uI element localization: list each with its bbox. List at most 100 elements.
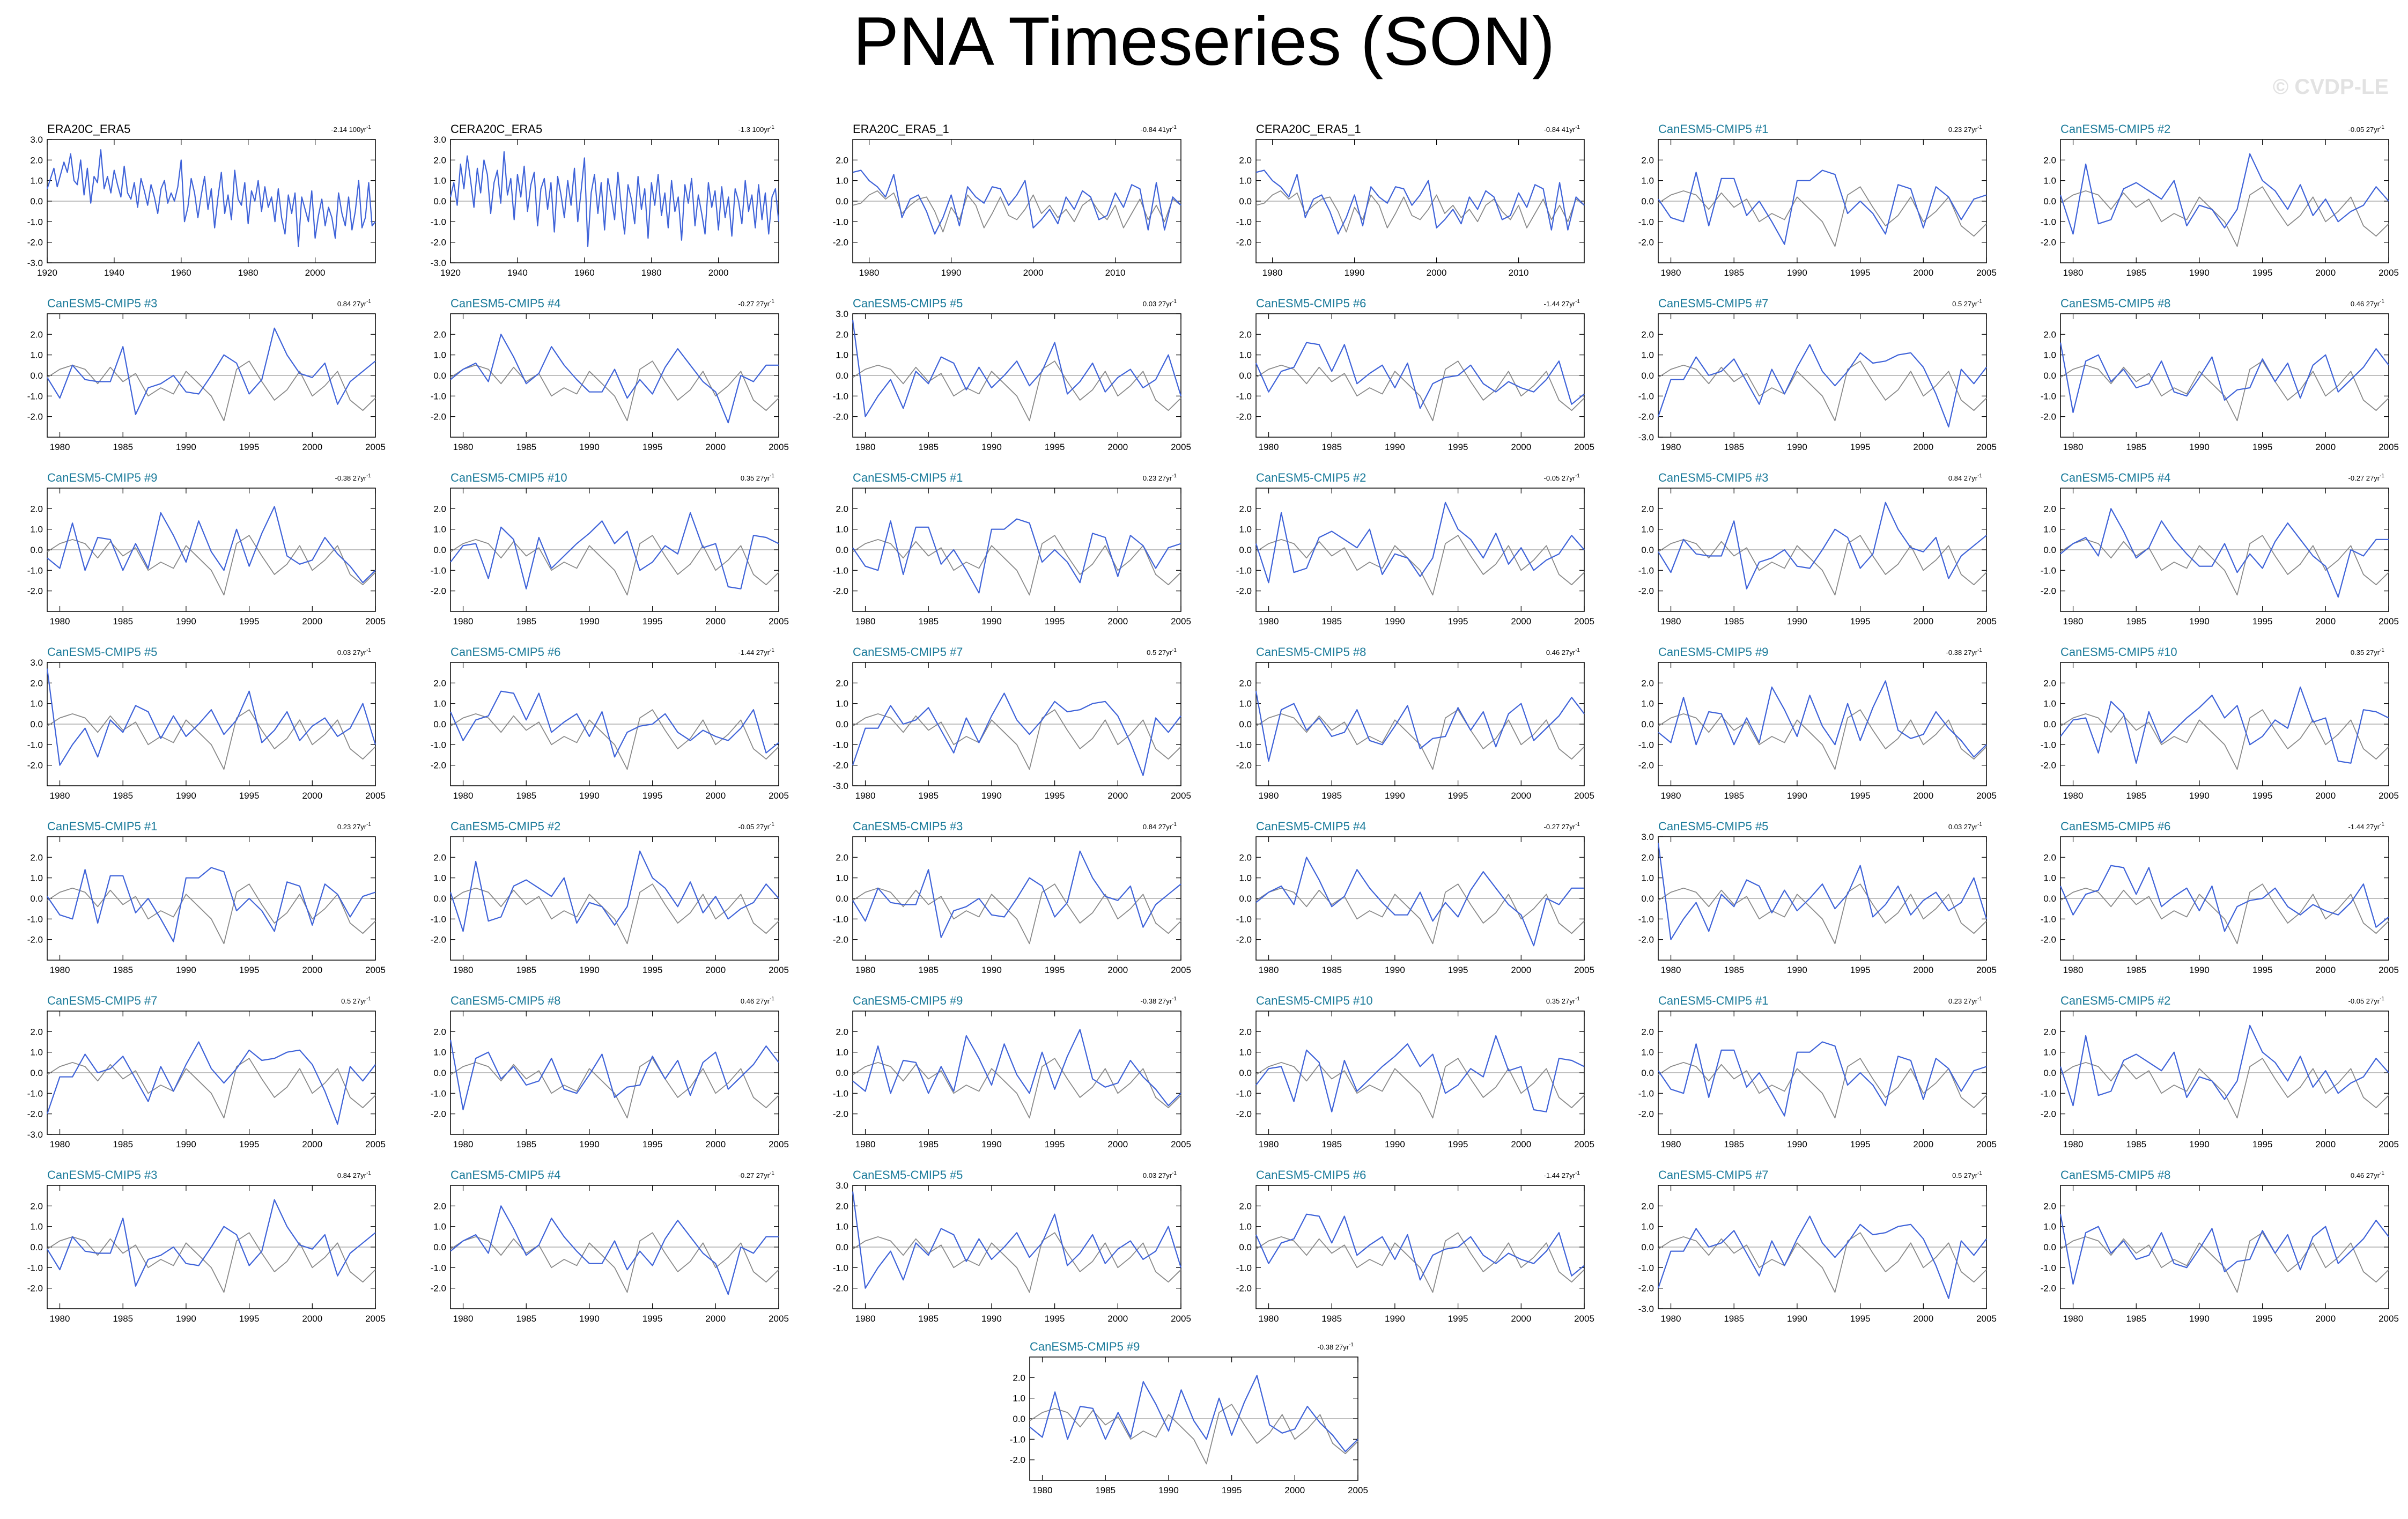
y-tick-label: 2.0 (836, 155, 848, 165)
x-tick-label: 1995 (239, 1314, 260, 1324)
x-tick-label: 1990 (579, 1314, 600, 1324)
y-tick-label: -1.0 (833, 217, 848, 227)
x-tick-label: 2000 (1107, 616, 1128, 626)
x-tick-label: 2005 (1171, 442, 1191, 452)
trend-label: -0.05 27yr-1 (2348, 124, 2385, 134)
y-tick-label: -3.0 (27, 1130, 43, 1140)
x-tick-label: 1985 (918, 965, 939, 975)
y-tick-label: 0.0 (1013, 1414, 1025, 1424)
panel-title: CanESM5-CMIP5 #4 (450, 297, 560, 310)
y-tick-label: 0.0 (2043, 894, 2056, 904)
panel-title: CanESM5-CMIP5 #9 (1658, 645, 1768, 659)
panel-31: CanESM5-CMIP5 #7 0.5 27yr-1 2.0 1.0 0.0 -1.0 -… (27, 994, 386, 1149)
panel-title: CanESM5-CMIP5 #5 (47, 645, 157, 659)
y-tick-label: 1.0 (836, 525, 848, 535)
series-line (2060, 686, 2389, 764)
x-tick-label: 1980 (855, 791, 876, 801)
y-tick-label: 3.0 (836, 309, 848, 319)
y-tick-label: -1.0 (27, 1263, 43, 1273)
panel-title: CanESM5-CMIP5 #5 (1658, 820, 1768, 833)
y-tick-label: -1.0 (1236, 740, 1252, 750)
x-tick-label: 2005 (1574, 965, 1594, 975)
y-tick-label: -1.0 (431, 914, 446, 924)
x-tick-label: 2005 (365, 616, 386, 626)
x-tick-label: 2005 (769, 965, 789, 975)
x-tick-label: 1985 (1724, 616, 1744, 626)
x-tick-label: 1990 (176, 965, 196, 975)
y-tick-label: -2.0 (1638, 586, 1654, 596)
x-tick-label: 1960 (574, 268, 595, 278)
panel-23: CanESM5-CMIP5 #9 -0.38 27yr-1 2.0 1.0 0.0 -1.… (1638, 645, 1997, 801)
x-tick-label: 1985 (1321, 442, 1342, 452)
series-line (2059, 1024, 2389, 1107)
x-tick-label: 1995 (1045, 791, 1065, 801)
x-tick-label: 2000 (2315, 965, 2336, 975)
x-tick-label: 2000 (708, 268, 729, 278)
x-tick-label: 1960 (171, 268, 191, 278)
x-tick-label: 1980 (2063, 791, 2084, 801)
y-tick-label: 2.0 (1641, 1201, 1654, 1211)
y-tick-label: -2.0 (1010, 1455, 1025, 1465)
x-tick-label: 1990 (1787, 442, 1807, 452)
trend-label: 0.03 27yr-1 (1143, 299, 1177, 308)
y-tick-label: 2.0 (30, 329, 43, 340)
y-tick-label: 2.0 (2043, 155, 2056, 165)
y-tick-label: 1.0 (1239, 525, 1252, 535)
x-tick-label: 1990 (1787, 1314, 1807, 1324)
panel-title: CanESM5-CMIP5 #4 (450, 1168, 560, 1182)
trend-label: 0.23 27yr-1 (1948, 124, 1983, 134)
x-tick-label: 1980 (2063, 1314, 2084, 1324)
y-tick-label: 1.0 (433, 350, 446, 360)
watermark: © CVDP-LE (2272, 75, 2389, 99)
y-tick-label: 0.0 (1641, 719, 1654, 729)
x-tick-label: 1980 (50, 616, 70, 626)
y-tick-label: 1.0 (1641, 525, 1654, 535)
panel-title: CanESM5-CMIP5 #1 (1658, 994, 1768, 1007)
x-tick-label: 1990 (2189, 268, 2210, 278)
panel-title: CanESM5-CMIP5 #7 (1658, 297, 1768, 310)
x-tick-label: 2000 (705, 791, 726, 801)
x-tick-label: 1990 (2189, 616, 2210, 626)
y-tick-label: -2.0 (833, 412, 848, 422)
trend-label: 0.5 27yr-1 (341, 996, 371, 1005)
panel-41: CanESM5-CMIP5 #7 0.5 27yr-1 2.0 1.0 0.0 -1.0 -… (1638, 1168, 1997, 1324)
y-tick-label: 0.0 (2043, 196, 2056, 207)
panel-title: CanESM5-CMIP5 #5 (853, 297, 963, 310)
x-tick-label: 1980 (453, 442, 474, 452)
y-tick-label: 1.0 (30, 350, 43, 360)
y-tick-label: 0.0 (1239, 894, 1252, 904)
page-title: PNA Timeseries (SON) (853, 3, 1555, 80)
x-tick-label: 1995 (1850, 1139, 1871, 1149)
panel-15: CanESM5-CMIP5 #1 0.23 27yr-1 2.0 1.0 0.0 -1.0… (833, 471, 1191, 626)
y-tick-label: -1.0 (27, 1088, 43, 1098)
y-tick-label: -1.0 (1236, 217, 1252, 227)
x-tick-label: 2000 (302, 791, 322, 801)
panel-1: ERA20C_ERA5 -2.14 100yr-1 3.0 2.0 1.0 0.0 -1.0… (27, 122, 376, 278)
y-tick-label: 0.0 (1641, 545, 1654, 555)
panel-title: CanESM5-CMIP5 #9 (1030, 1340, 1140, 1353)
y-tick-label: 3.0 (433, 135, 446, 145)
x-tick-label: 1980 (1262, 268, 1283, 278)
x-tick-label: 1990 (1158, 1485, 1179, 1495)
x-tick-label: 1990 (1385, 965, 1405, 975)
y-tick-label: -3.0 (431, 258, 446, 268)
y-tick-label: -2.0 (1236, 1284, 1252, 1294)
observed-line (47, 883, 376, 945)
y-tick-label: 2.0 (1641, 504, 1654, 514)
y-tick-label: 2.0 (2043, 329, 2056, 340)
x-tick-label: 1995 (239, 1139, 260, 1149)
series-line (1255, 502, 1585, 584)
y-tick-label: -1.0 (833, 1088, 848, 1098)
panel-title: CanESM5-CMIP5 #2 (1256, 471, 1366, 484)
series-line (852, 692, 1181, 776)
y-tick-label: 0.0 (1641, 894, 1654, 904)
y-tick-label: -1.0 (431, 1263, 446, 1273)
x-tick-label: 1990 (579, 1139, 600, 1149)
y-tick-label: 2.0 (836, 1027, 848, 1037)
x-tick-label: 1995 (1448, 1139, 1468, 1149)
x-tick-label: 1990 (981, 965, 1002, 975)
y-tick-label: -2.0 (431, 238, 446, 248)
y-tick-label: 0.0 (1239, 1242, 1252, 1252)
trend-label: 0.23 27yr-1 (337, 822, 372, 831)
trend-label: -1.44 27yr-1 (1544, 299, 1580, 308)
